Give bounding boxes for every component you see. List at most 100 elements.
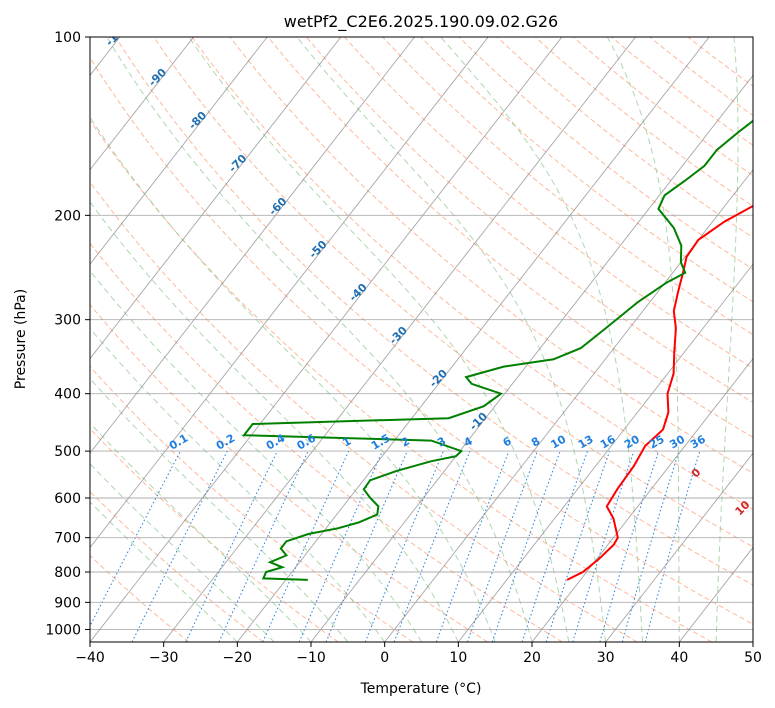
x-tick-label: −20 xyxy=(223,650,253,666)
mixing-ratio-line xyxy=(644,450,701,642)
moist-adiabat-line xyxy=(90,422,312,642)
isotherm-line xyxy=(752,641,753,642)
mixing-ratio-label: 3 xyxy=(435,435,448,450)
dry-adiabat-line xyxy=(382,37,753,336)
mixing-ratio-label: 25 xyxy=(647,433,667,452)
mixing-ratio-line xyxy=(218,450,309,642)
x-axis-label: Temperature (°C) xyxy=(360,681,482,697)
moist-adiabat-line xyxy=(296,37,607,642)
moist-adiabat-line xyxy=(90,501,238,642)
y-tick-label: 100 xyxy=(54,30,81,46)
dry-adiabat-line xyxy=(458,37,753,270)
mixing-ratio-line xyxy=(572,450,635,642)
dry-adiabat-line xyxy=(344,37,753,369)
isotherm-line xyxy=(310,74,753,642)
mixing-ratio-label: 0.6 xyxy=(295,431,319,452)
tick-layer: −40 −30 −20 −10 0 10 20 30 40 5010020030040050060… xyxy=(45,30,762,666)
mixing-ratio-line xyxy=(131,450,228,642)
mixing-ratio-label: 36 xyxy=(688,432,708,451)
moist-adiabat-line xyxy=(106,37,533,642)
y-tick-label: 900 xyxy=(54,595,81,611)
moist-adiabat-line xyxy=(440,37,643,642)
adiabat-label: 10 xyxy=(733,498,753,518)
moist-adiabat-line xyxy=(90,116,496,642)
adiabat-label: -90 xyxy=(146,66,169,89)
x-tick-label: 30 xyxy=(597,650,615,666)
mixing-ratio-line xyxy=(621,450,680,642)
dry-adiabat-line xyxy=(496,37,753,239)
isotherm-line xyxy=(90,37,268,265)
mixing-ratio-label: 16 xyxy=(598,432,618,451)
isotherm-line xyxy=(163,37,636,642)
y-tick-label: 200 xyxy=(54,208,81,224)
adiabat-label: -60 xyxy=(266,195,289,218)
moist-adiabat-line xyxy=(606,37,680,642)
adiabat-label: -50 xyxy=(306,238,329,261)
dewpoint-profile xyxy=(242,119,753,581)
isotherm-line xyxy=(531,357,753,642)
mixing-ratio-label: 10 xyxy=(549,432,569,451)
x-tick-label: 0 xyxy=(380,650,389,666)
mixing-ratio-line xyxy=(325,450,408,642)
isotherm-line xyxy=(605,452,753,642)
x-tick-label: −40 xyxy=(75,650,105,666)
grid-layer xyxy=(90,37,753,642)
dry-adiabat-line xyxy=(153,37,753,548)
y-tick-label: 800 xyxy=(54,565,81,581)
dry-adiabat-line xyxy=(267,37,753,438)
mixing-ratio-line xyxy=(491,450,561,642)
moist-adiabat-line xyxy=(90,327,386,642)
x-tick-label: 50 xyxy=(744,650,762,666)
temperature-profile xyxy=(566,204,753,581)
moist-adiabat-line xyxy=(90,201,459,642)
x-tick-label: 10 xyxy=(449,650,467,666)
isotherm-line xyxy=(90,37,563,642)
y-tick-label: 500 xyxy=(54,444,81,460)
adiabat-label: -80 xyxy=(186,109,209,132)
x-tick-label: −30 xyxy=(149,650,179,666)
adiabat-label: -40 xyxy=(347,281,370,304)
mixing-ratio-line xyxy=(545,450,611,642)
x-tick-label: 40 xyxy=(670,650,688,666)
y-tick-label: 300 xyxy=(54,313,81,329)
mixing-ratio-label: 6 xyxy=(501,434,514,449)
plot-frame xyxy=(89,36,754,643)
y-tick-label: 700 xyxy=(54,531,81,547)
mixing-ratio-line xyxy=(364,450,444,642)
adiabat-label: 0 xyxy=(689,466,704,481)
dry-adiabat-line xyxy=(687,37,753,87)
moist-adiabat-line xyxy=(715,37,739,642)
y-tick-label: 600 xyxy=(54,491,81,507)
moist-adiabat-line xyxy=(90,269,422,642)
dry-adiabat-line xyxy=(90,365,414,642)
isotherm-line xyxy=(90,37,342,360)
dry-adiabat-line xyxy=(191,37,753,511)
moist-adiabat-line xyxy=(90,463,275,642)
dry-adiabat-line xyxy=(534,37,753,207)
adiabat-label: -100 xyxy=(103,20,132,49)
chart-title: wetPf2_C2E6.2025.190.09.02.G26 xyxy=(284,12,558,32)
isotherm-line xyxy=(384,169,753,642)
y-axis-label: Pressure (hPa) xyxy=(13,289,29,389)
dry-adiabat-line xyxy=(420,37,753,303)
dry-adiabat-line xyxy=(90,490,264,642)
dry-adiabat-line xyxy=(90,303,488,642)
isotherm-line xyxy=(90,37,194,171)
mixing-ratio-line xyxy=(435,450,510,642)
adiabat-label: -10 xyxy=(467,410,490,433)
mixing-ratio-label: 2 xyxy=(399,435,412,450)
adiabat-label: -30 xyxy=(387,324,410,347)
isotherm-line xyxy=(457,263,753,642)
x-tick-label: −10 xyxy=(296,650,326,666)
dry-adiabat-line xyxy=(90,56,753,625)
isotherm-line xyxy=(90,37,489,549)
mixing-ratio-line xyxy=(90,450,181,628)
mixing-ratio-label: 0.2 xyxy=(214,432,237,453)
dry-adiabat-line xyxy=(573,37,753,177)
mixing-ratio-label: 1 xyxy=(340,435,353,450)
mixing-ratio-line xyxy=(599,450,659,642)
x-tick-label: 20 xyxy=(523,650,541,666)
isotherm-line xyxy=(678,546,753,642)
mixing-ratio-label: 1.5 xyxy=(369,432,392,453)
